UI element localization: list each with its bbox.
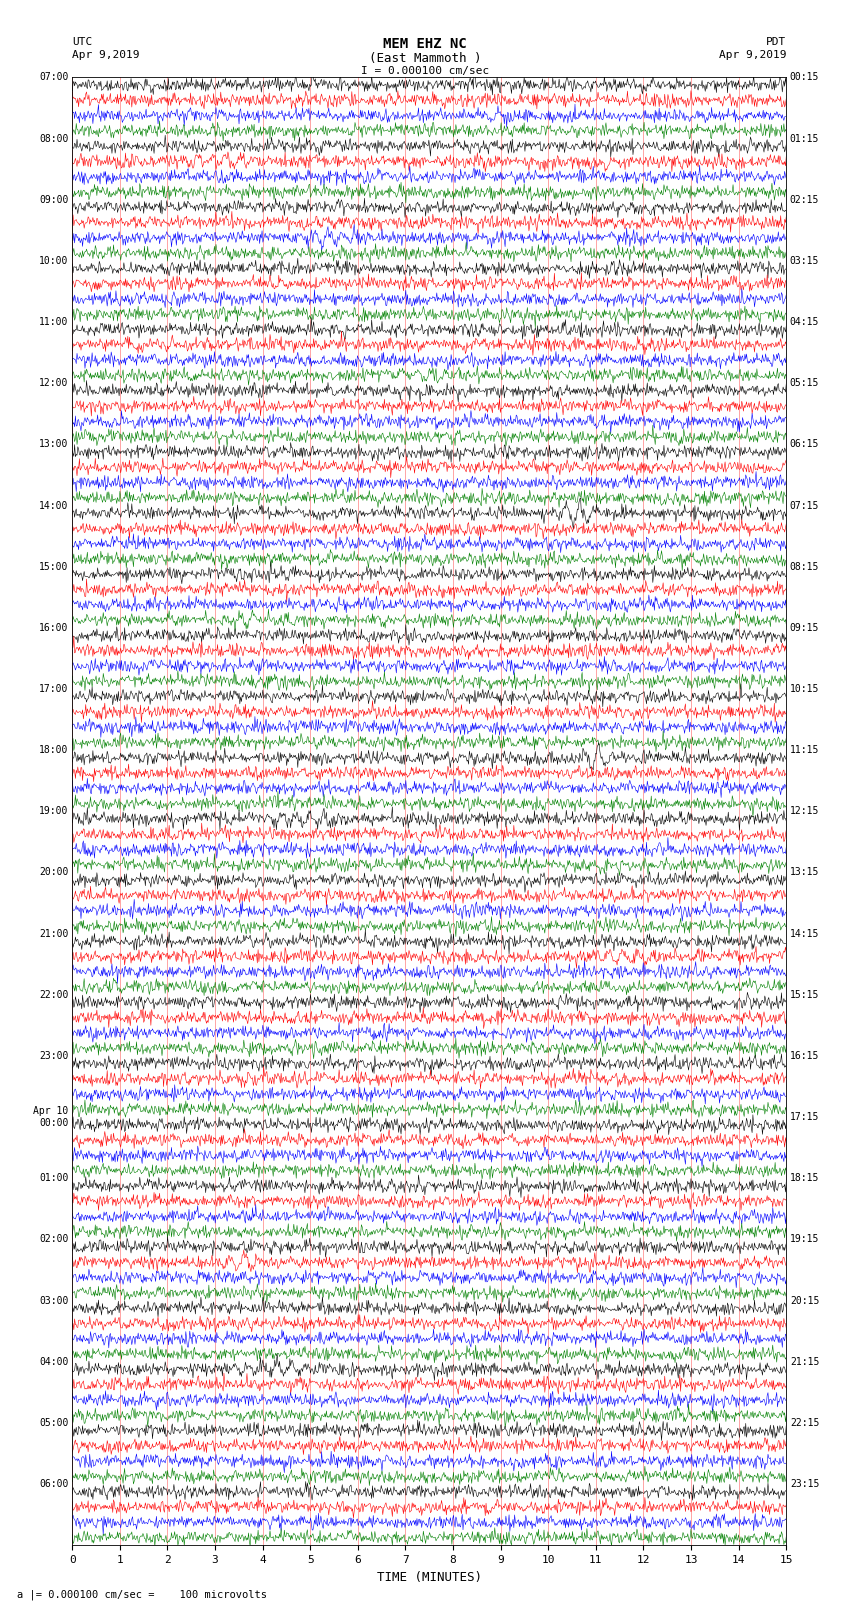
Text: 01:00: 01:00 — [39, 1173, 69, 1184]
Text: UTC: UTC — [72, 37, 93, 47]
Text: 09:15: 09:15 — [790, 623, 819, 632]
Text: 07:00: 07:00 — [39, 73, 69, 82]
Text: 16:15: 16:15 — [790, 1052, 819, 1061]
Text: 05:15: 05:15 — [790, 377, 819, 389]
Text: 10:00: 10:00 — [39, 256, 69, 266]
Text: MEM EHZ NC: MEM EHZ NC — [383, 37, 467, 52]
Text: 09:00: 09:00 — [39, 195, 69, 205]
Text: 02:00: 02:00 — [39, 1234, 69, 1245]
Text: 19:00: 19:00 — [39, 806, 69, 816]
Text: 07:15: 07:15 — [790, 500, 819, 511]
Text: 23:00: 23:00 — [39, 1052, 69, 1061]
Text: 20:00: 20:00 — [39, 868, 69, 877]
Text: 19:15: 19:15 — [790, 1234, 819, 1245]
Text: a |= 0.000100 cm/sec =    100 microvolts: a |= 0.000100 cm/sec = 100 microvolts — [17, 1589, 267, 1600]
Text: 03:00: 03:00 — [39, 1295, 69, 1305]
Text: 06:15: 06:15 — [790, 439, 819, 450]
Text: 11:00: 11:00 — [39, 318, 69, 327]
Text: 12:00: 12:00 — [39, 377, 69, 389]
Text: 20:15: 20:15 — [790, 1295, 819, 1305]
Text: 10:15: 10:15 — [790, 684, 819, 694]
X-axis label: TIME (MINUTES): TIME (MINUTES) — [377, 1571, 482, 1584]
Text: 15:15: 15:15 — [790, 990, 819, 1000]
Text: 13:15: 13:15 — [790, 868, 819, 877]
Text: 18:00: 18:00 — [39, 745, 69, 755]
Text: 22:00: 22:00 — [39, 990, 69, 1000]
Text: 05:00: 05:00 — [39, 1418, 69, 1428]
Text: PDT: PDT — [766, 37, 786, 47]
Text: 11:15: 11:15 — [790, 745, 819, 755]
Text: 00:15: 00:15 — [790, 73, 819, 82]
Text: 04:15: 04:15 — [790, 318, 819, 327]
Text: 18:15: 18:15 — [790, 1173, 819, 1184]
Text: 17:15: 17:15 — [790, 1111, 819, 1123]
Text: 01:15: 01:15 — [790, 134, 819, 144]
Text: 03:15: 03:15 — [790, 256, 819, 266]
Text: Apr 9,2019: Apr 9,2019 — [72, 50, 139, 60]
Text: 23:15: 23:15 — [790, 1479, 819, 1489]
Text: 21:15: 21:15 — [790, 1357, 819, 1366]
Text: Apr 10
00:00: Apr 10 00:00 — [33, 1107, 69, 1127]
Text: 22:15: 22:15 — [790, 1418, 819, 1428]
Text: 06:00: 06:00 — [39, 1479, 69, 1489]
Text: 13:00: 13:00 — [39, 439, 69, 450]
Text: 16:00: 16:00 — [39, 623, 69, 632]
Text: Apr 9,2019: Apr 9,2019 — [719, 50, 786, 60]
Text: 21:00: 21:00 — [39, 929, 69, 939]
Text: 17:00: 17:00 — [39, 684, 69, 694]
Text: 12:15: 12:15 — [790, 806, 819, 816]
Text: (East Mammoth ): (East Mammoth ) — [369, 52, 481, 65]
Text: 02:15: 02:15 — [790, 195, 819, 205]
Text: 08:00: 08:00 — [39, 134, 69, 144]
Text: 04:00: 04:00 — [39, 1357, 69, 1366]
Text: 14:00: 14:00 — [39, 500, 69, 511]
Text: 15:00: 15:00 — [39, 561, 69, 571]
Text: 14:15: 14:15 — [790, 929, 819, 939]
Text: 08:15: 08:15 — [790, 561, 819, 571]
Text: I = 0.000100 cm/sec: I = 0.000100 cm/sec — [361, 66, 489, 76]
